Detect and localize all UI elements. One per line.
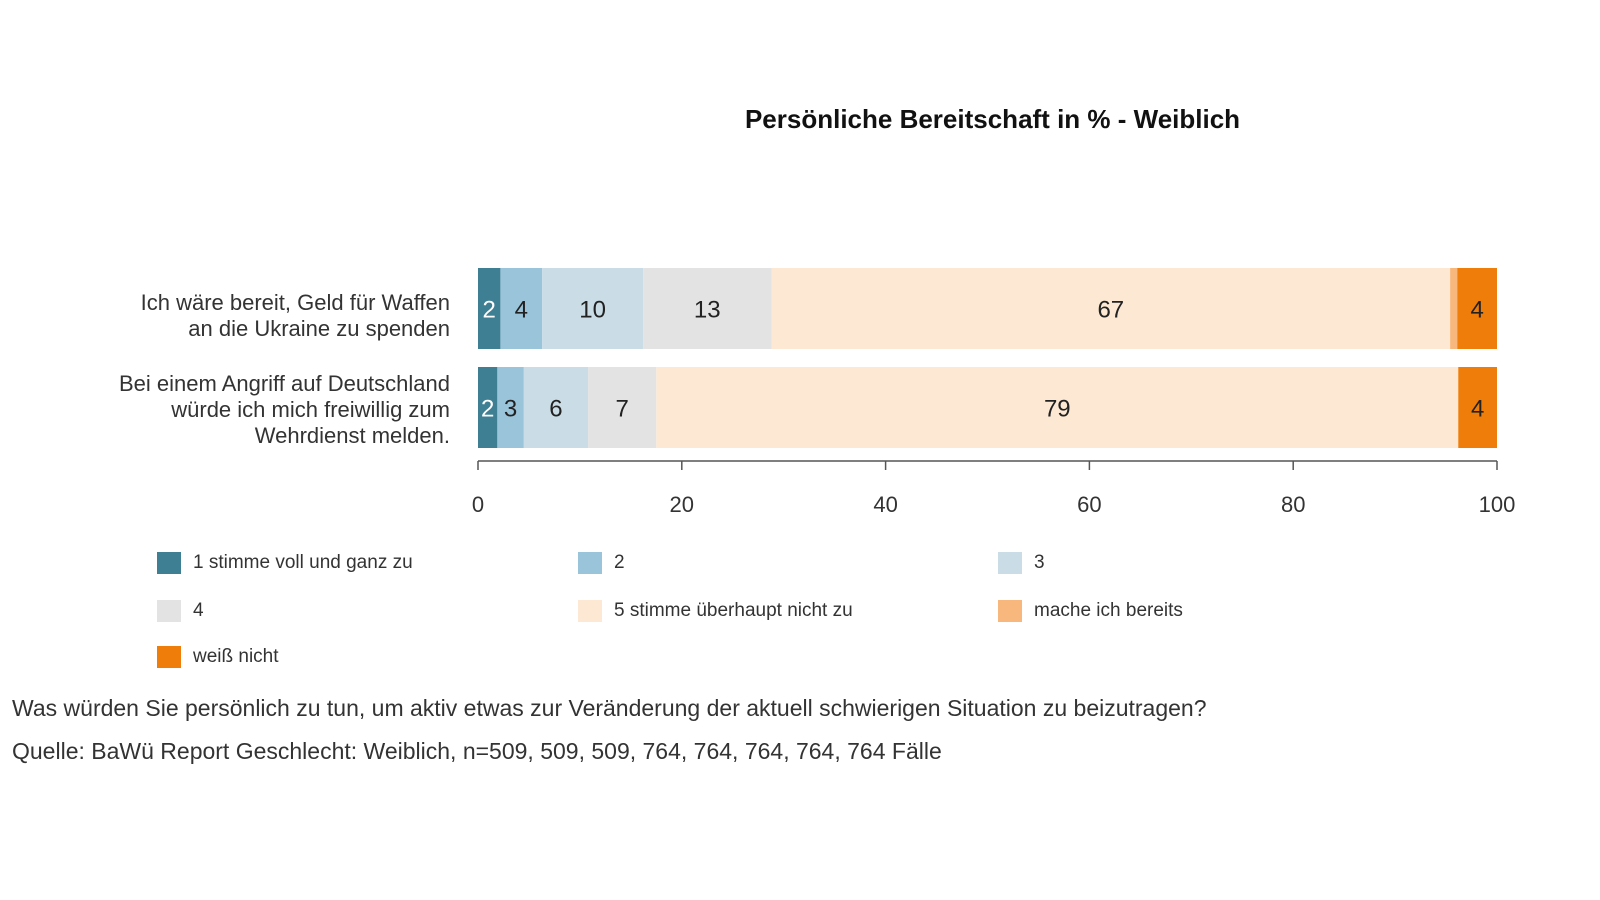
- data-label: 10: [579, 297, 606, 324]
- bar-segment: [542, 268, 644, 349]
- legend-item: 3: [998, 552, 1045, 574]
- bar-segment: [478, 367, 498, 448]
- legend-swatch: [157, 552, 181, 574]
- legend-item: 1 stimme voll und ganz zu: [157, 552, 413, 574]
- legend-item: 4: [157, 600, 204, 622]
- category-label-line: Wehrdienst melden.: [254, 423, 450, 448]
- category-label-1: Ich wäre bereit, Geld für Waffen an die …: [141, 290, 450, 342]
- bar-segment: [588, 367, 657, 448]
- bar-segment: [1458, 367, 1497, 448]
- chart-title: Persönliche Bereitschaft in % - Weiblich: [744, 104, 1241, 134]
- legend-item: 5 stimme überhaupt nicht zu: [578, 600, 853, 622]
- source-caption: Quelle: BaWü Report Geschlecht: Weiblich…: [12, 738, 942, 764]
- bar-segment: [523, 367, 589, 448]
- bar-segment: [478, 268, 501, 349]
- legend-label: 1 stimme voll und ganz zu: [193, 552, 413, 573]
- data-label: 2: [481, 396, 494, 423]
- bar-segment: [771, 268, 1451, 349]
- data-label: 4: [1470, 297, 1483, 324]
- x-tick-label: 60: [1077, 492, 1101, 517]
- category-label-line: würde ich mich freiwillig zum: [171, 397, 450, 422]
- bar-segment: [656, 367, 1459, 448]
- bar-segment: [497, 367, 524, 448]
- legend-label: 5 stimme überhaupt nicht zu: [614, 600, 853, 621]
- legend-label: weiß nicht: [193, 646, 279, 667]
- data-label: 3: [504, 396, 517, 423]
- legend-item: mache ich bereits: [998, 600, 1183, 622]
- legend-item: 2: [578, 552, 625, 574]
- data-label: 4: [1471, 396, 1484, 423]
- x-tick-label: 40: [873, 492, 897, 517]
- category-label-line: an die Ukraine zu spenden: [188, 316, 450, 341]
- data-label: 79: [1044, 396, 1071, 423]
- legend-swatch: [157, 646, 181, 668]
- legend-swatch: [578, 552, 602, 574]
- bar-segment: [1450, 268, 1458, 349]
- legend-label: 4: [193, 600, 204, 621]
- data-label: 13: [694, 297, 721, 324]
- category-label-2: Bei einem Angriff auf Deutschland würde …: [119, 371, 450, 449]
- legend-swatch: [157, 600, 181, 622]
- x-tick-label: 80: [1281, 492, 1305, 517]
- data-label: 67: [1097, 297, 1124, 324]
- data-label: 7: [616, 396, 629, 423]
- bar-segment: [500, 268, 543, 349]
- legend-item: weiß nicht: [157, 646, 279, 668]
- x-tick-label: 0: [472, 492, 484, 517]
- legend-label: mache ich bereits: [1034, 600, 1183, 621]
- data-label: 6: [549, 396, 562, 423]
- bar-segment: [643, 268, 772, 349]
- legend-label: 2: [614, 552, 625, 573]
- question-caption: Was würden Sie persönlich zu tun, um akt…: [12, 695, 1207, 721]
- data-label: 4: [515, 297, 528, 324]
- x-tick-label: 100: [1479, 492, 1516, 517]
- data-label: 2: [483, 297, 496, 324]
- legend-swatch: [998, 552, 1022, 574]
- category-label-line: Bei einem Angriff auf Deutschland: [118, 371, 450, 396]
- bar-segment: [1457, 268, 1497, 349]
- legend-swatch: [578, 600, 602, 622]
- legend-label: 3: [1034, 552, 1045, 573]
- category-label-line: Ich wäre bereit, Geld für Waffen: [140, 290, 450, 315]
- legend-swatch: [998, 600, 1022, 622]
- x-tick-label: 20: [670, 492, 694, 517]
